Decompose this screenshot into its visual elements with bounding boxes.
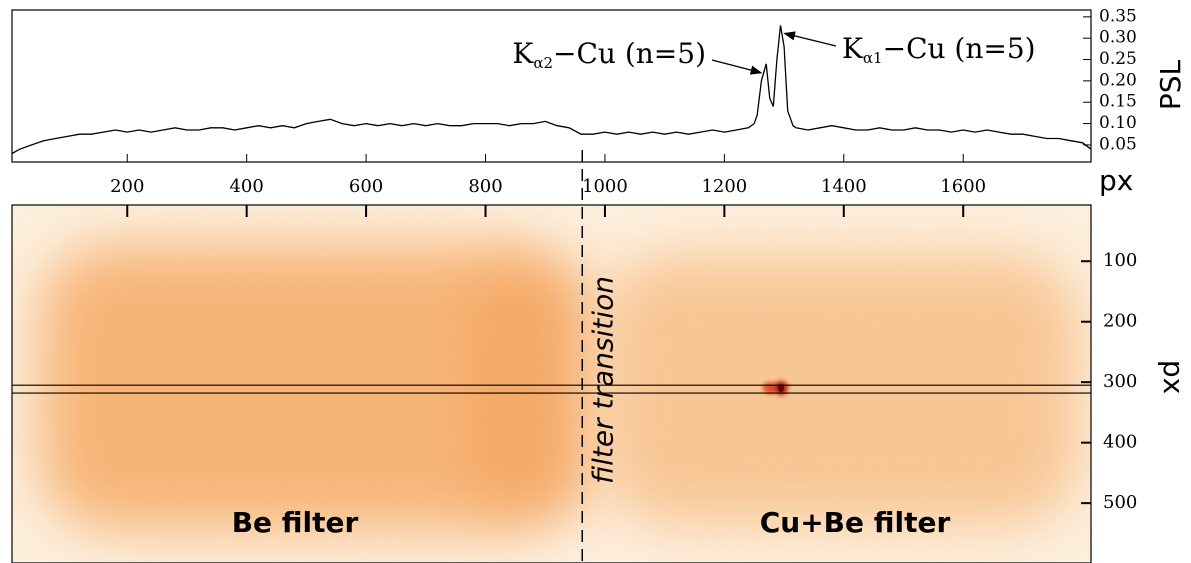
y-tick-label: 200 [1103,311,1137,332]
y-tick-label: 0.25 [1099,49,1137,69]
region-label: Cu+Be filter [760,506,951,539]
y-axis-label: PSL [1154,59,1187,110]
annotation-part: −Cu (n=5) [553,37,706,70]
y-tick-label: 0.35 [1099,6,1137,26]
annotation-arrow [783,31,837,47]
heatmap [12,205,1091,563]
filter-transition-label: filter transition [586,276,619,484]
y-tick-label: 300 [1103,371,1137,392]
annotation-subscript: α2 [533,54,553,72]
annotation-subscript: α1 [863,49,883,67]
y-tick-label: 500 [1103,492,1137,513]
y-tick-label: 0.10 [1099,113,1137,133]
annotation-part: K [842,32,864,65]
y-tick-label: 0.30 [1099,28,1137,48]
annotation-part: −Cu (n=5) [883,32,1036,65]
x-tick-label: 1200 [701,176,747,197]
y-tick-label: 100 [1103,250,1137,271]
x-tick-label: 200 [110,176,144,197]
x-tick-label: 600 [349,176,383,197]
image-frame [11,204,1092,563]
annotation-part: K [512,37,534,70]
x-tick-label: 400 [229,176,263,197]
y-tick-label: 0.05 [1099,134,1137,154]
x-axis-label: px [1099,164,1133,197]
x-tick-label: 1400 [821,176,867,197]
y-tick-label: 0.15 [1099,92,1137,112]
y-axis-label: px [1157,360,1190,394]
annotation: Kα1−Cu (n=5) [842,32,1036,68]
x-tick-label: 800 [468,176,502,197]
x-tick-label: 1000 [582,176,628,197]
spectrum-line [11,25,1092,155]
plot-frame [11,9,1092,163]
y-tick-label: 0.20 [1099,70,1137,90]
x-tick-label: 1600 [940,176,986,197]
annotation: Kα2−Cu (n=5) [512,37,706,73]
y-tick-label: 400 [1103,432,1137,453]
region-label: Be filter [232,506,359,539]
annotation-arrow [711,59,763,75]
